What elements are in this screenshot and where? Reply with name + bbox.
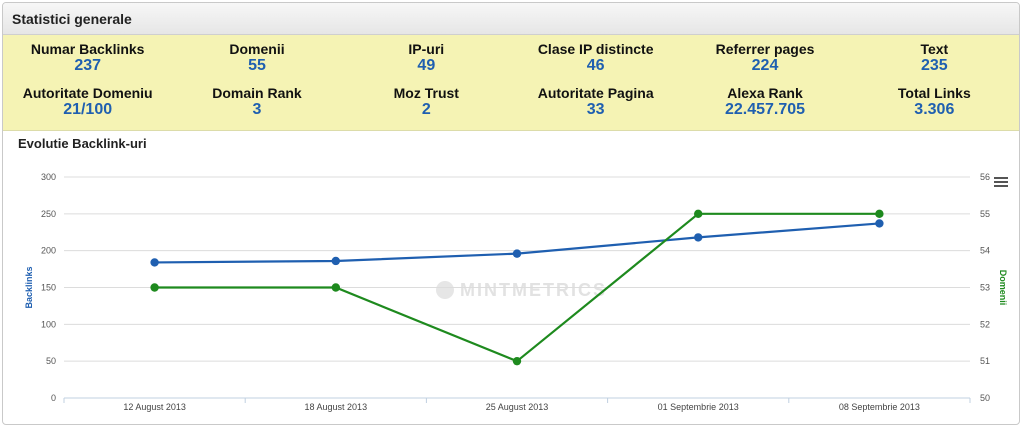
y-tick-label-right: 53 (980, 283, 990, 293)
stat-ip-uri: IP-uri 49 (342, 42, 511, 86)
y-tick-label-right: 55 (980, 209, 990, 219)
stat-value: 22.457.705 (724, 101, 806, 118)
y-tick-label-right: 50 (980, 393, 990, 403)
stat-label: Moz Trust (393, 85, 459, 101)
stat-label: Clase IP distincte (537, 41, 654, 57)
watermark: MINTMETRICS (436, 280, 607, 301)
data-point-domenii (150, 283, 159, 292)
stat-label: Domenii (229, 41, 285, 57)
stat-autoritate-pagina: Autoritate Pagina 33 (511, 86, 680, 130)
chart-menu-icon[interactable] (994, 177, 1008, 188)
x-tick-label: 18 August 2013 (305, 402, 368, 412)
stat-value: 235 (920, 57, 948, 74)
x-tick-label: 25 August 2013 (486, 402, 549, 412)
stat-clase-ip: Clase IP distincte 46 (511, 42, 680, 86)
stat-moz-trust: Moz Trust 2 (342, 86, 511, 130)
chart-title: Evolutie Backlink-uri (18, 136, 147, 151)
data-point-backlinks (694, 233, 703, 242)
stat-value: 55 (248, 57, 266, 74)
stat-label: Alexa Rank (727, 85, 803, 101)
x-tick-label: 08 Septembrie 2013 (839, 402, 920, 412)
watermark-text: MINTMETRICS (460, 280, 607, 300)
y-tick-label-left: 300 (41, 172, 56, 182)
data-point-backlinks (512, 249, 522, 258)
stat-numar-backlinks: Numar Backlinks 237 (3, 42, 172, 86)
stat-alexa-rank: Alexa Rank 22.457.705 (680, 86, 849, 130)
stat-value: 237 (74, 57, 102, 74)
y-tick-label-left: 150 (41, 283, 56, 293)
stat-label: Text (920, 41, 949, 57)
data-point-backlinks (331, 256, 340, 266)
y-tick-label-left: 50 (46, 356, 56, 366)
stat-label: Autoritate Domeniu (22, 85, 153, 101)
stat-label: Numar Backlinks (30, 41, 145, 57)
stat-value: 46 (586, 57, 605, 74)
stats-grid: Numar Backlinks 237 Domenii 55 IP-uri 49 Cl… (3, 35, 1019, 131)
data-point-backlinks (875, 219, 884, 228)
y-tick-label-left: 250 (41, 209, 56, 219)
watermark-logo-icon (436, 281, 454, 299)
stat-value: 2 (421, 101, 431, 118)
stat-domain-rank: Domain Rank 3 (172, 86, 341, 130)
stat-referrer-pages: Referrer pages 224 (680, 42, 849, 86)
x-tick-label: 01 Septembrie 2013 (658, 402, 739, 412)
stat-label: Total Links (897, 85, 971, 101)
y-tick-label-right: 52 (980, 319, 990, 329)
y-tick-label-right: 56 (980, 172, 990, 182)
stat-value: 3 (252, 101, 262, 118)
stat-value: 21/100 (63, 101, 113, 118)
data-point-domenii (512, 356, 522, 366)
data-point-domenii (331, 283, 340, 292)
stat-value: 33 (586, 101, 605, 118)
y-tick-label-left: 200 (41, 246, 56, 256)
data-point-domenii (694, 209, 703, 219)
stat-value: 49 (417, 57, 436, 74)
y-tick-label-right: 54 (980, 246, 990, 256)
y-tick-label-left: 100 (41, 319, 56, 329)
stat-value: 3.306 (914, 101, 955, 118)
stat-autoritate-domeniu: Autoritate Domeniu 21/100 (3, 86, 172, 130)
y-axis-title-left: Backlinks (24, 266, 34, 308)
panel-title: Statistici generale (3, 3, 1019, 35)
stat-domenii: Domenii 55 (172, 42, 341, 86)
data-point-domenii (875, 209, 884, 219)
stat-text: Text 235 (850, 42, 1019, 86)
stat-label: Domain Rank (212, 85, 302, 101)
stat-label: IP-uri (408, 41, 445, 57)
stat-value: 224 (751, 57, 779, 74)
y-tick-label-right: 51 (980, 356, 990, 366)
stat-total-links: Total Links 3.306 (850, 86, 1019, 130)
y-tick-label-left: 0 (51, 393, 56, 403)
stat-label: Autoritate Pagina (537, 85, 654, 101)
y-axis-title-right: Domenii (998, 270, 1008, 306)
data-point-backlinks (150, 258, 159, 267)
stat-label: Referrer pages (715, 41, 815, 57)
x-tick-label: 12 August 2013 (123, 402, 186, 412)
